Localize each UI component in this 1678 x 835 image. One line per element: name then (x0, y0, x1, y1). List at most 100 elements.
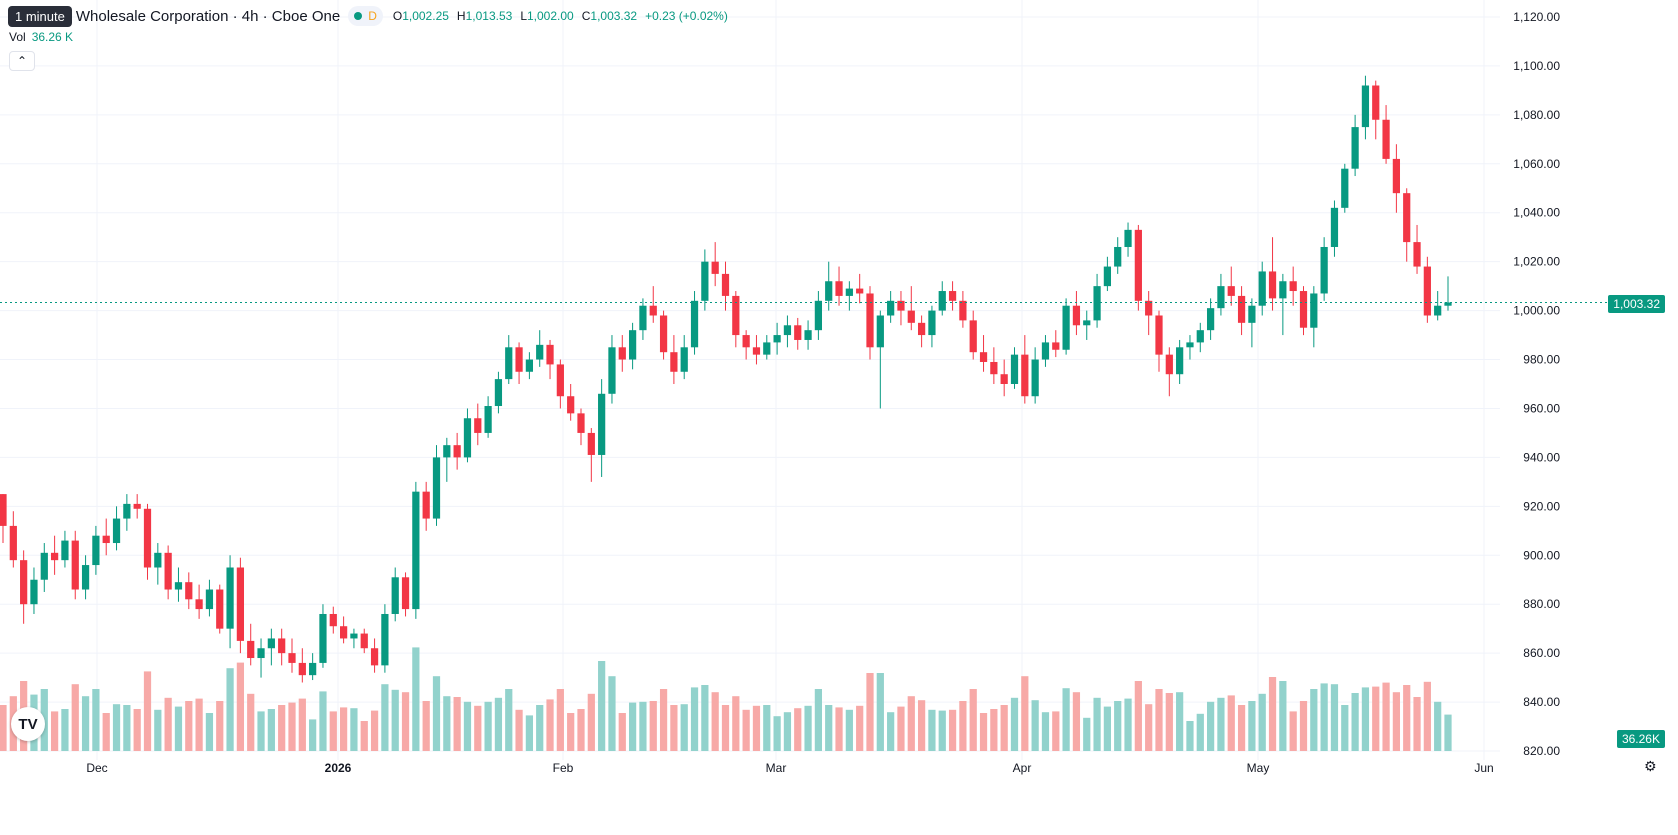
volume-bar (267, 709, 275, 751)
candle-body (205, 589, 214, 610)
candle-body (773, 335, 781, 343)
candle-body (556, 364, 564, 397)
candle-body (876, 315, 884, 348)
candle-body (670, 352, 678, 372)
time-axis-label: Mar (766, 761, 787, 775)
candle-body (360, 633, 368, 649)
candle-body (50, 552, 59, 561)
price-axis-label: 820.00 (1523, 744, 1560, 758)
volume-bar (1052, 711, 1060, 751)
candle-body (1403, 193, 1411, 243)
market-status-badge[interactable]: D (348, 6, 383, 26)
candle-body (463, 418, 472, 458)
price-axis-label: 1,080.00 (1513, 108, 1560, 122)
volume-bar (1434, 701, 1442, 751)
candle-body (1351, 127, 1359, 169)
volume-bar (1392, 692, 1401, 751)
volume-bar (1093, 697, 1101, 751)
candle-body (1083, 320, 1091, 326)
candle-body (1382, 119, 1390, 159)
settings-gear-icon[interactable]: ⚙ (1644, 758, 1657, 774)
price-axis[interactable]: 1,120.00 1,100.00 1,080.00 1,060.00 1,040.00… (1513, 10, 1560, 758)
candle-body (350, 633, 358, 639)
candle-body (112, 518, 121, 544)
tradingview-logo-icon[interactable]: TV (11, 707, 45, 741)
high-value: 1,013.53 (465, 9, 513, 23)
volume-bar (639, 701, 647, 751)
price-axis-label: 1,040.00 (1513, 206, 1560, 220)
candle-body (1031, 359, 1039, 397)
price-axis-label: 1,060.00 (1513, 157, 1560, 171)
candle-body (1196, 330, 1204, 343)
symbol-title[interactable]: Wholesale Corporation · 4h · Cboe One (75, 7, 341, 25)
volume-bar (1165, 693, 1173, 751)
volume-bar (670, 705, 678, 751)
candle-body (1114, 246, 1122, 267)
volume-bar (278, 705, 286, 751)
candle-body (1134, 229, 1142, 301)
candle-body (484, 406, 492, 433)
volume-bar (309, 719, 317, 751)
collapse-legend-button[interactable]: ⌃ (9, 51, 35, 71)
candle-body (1248, 305, 1256, 323)
volume-bar (505, 689, 513, 751)
candle-body (938, 291, 946, 311)
candle-body (948, 291, 957, 301)
volume-bar (587, 693, 595, 751)
interval-letter: D (368, 9, 377, 23)
volume-bar (649, 701, 657, 751)
chart-legend: 1 minute Wholesale Corporation · 4h · Cb… (8, 5, 728, 27)
candle-body (618, 347, 626, 360)
candle-body (81, 565, 90, 590)
chevron-up-icon: ⌃ (16, 54, 28, 68)
volume-bar (381, 684, 389, 751)
candle-body (257, 648, 265, 659)
candle-body (1206, 308, 1215, 331)
candle-body (794, 325, 802, 340)
candle-body (1268, 271, 1277, 299)
volume-bar (154, 709, 162, 751)
candle-body (1124, 229, 1132, 247)
volume-bar (1268, 677, 1277, 751)
volume-bar (763, 705, 771, 751)
volume-bar (608, 676, 616, 751)
volume-bar (948, 709, 957, 751)
time-axis[interactable]: Dec 2026 Feb Mar Apr May Jun (86, 761, 1493, 775)
candle-body (30, 579, 38, 605)
candle-body (216, 589, 224, 629)
candle-body (505, 347, 513, 380)
volume-value: 36.26 K (31, 30, 74, 44)
candle-body (370, 648, 379, 666)
candle-body (422, 491, 430, 519)
volume-bar (370, 710, 379, 751)
candle-body (71, 540, 79, 590)
candle-body (711, 261, 719, 274)
candle-body (835, 281, 843, 296)
candle-body (1341, 168, 1349, 208)
candle-body (1299, 291, 1308, 328)
candle-body (185, 582, 193, 600)
time-axis-label: May (1247, 761, 1270, 775)
volume-bar (1237, 705, 1246, 751)
volume-bar (969, 689, 977, 751)
volume-bar (1031, 700, 1039, 751)
volume-legend: Vol 36.26 K (9, 30, 73, 44)
volume-bar (546, 699, 554, 751)
candle-body (1258, 271, 1266, 306)
candle-body (1310, 293, 1318, 328)
candle-body (339, 626, 348, 639)
volume-bar (123, 705, 131, 751)
close-label: C (581, 9, 591, 23)
candle-body (1093, 286, 1101, 321)
volume-bar (732, 696, 740, 751)
volume-bar (773, 716, 781, 751)
volume-bar (804, 705, 812, 751)
candle-body (845, 288, 853, 296)
candle-body (515, 347, 523, 372)
price-axis-label: 1,100.00 (1513, 59, 1560, 73)
candle-body (1165, 354, 1173, 375)
candle-body (143, 508, 152, 568)
timeframe-badge[interactable]: 1 minute (8, 5, 72, 27)
volume-bar (112, 704, 121, 751)
